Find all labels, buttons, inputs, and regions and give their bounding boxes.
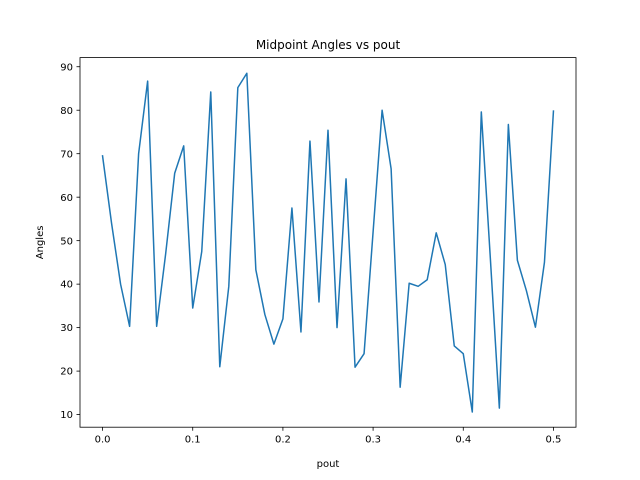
x-tick-label: 0.5 xyxy=(546,435,562,446)
y-tick-label: 70 xyxy=(60,149,73,160)
y-tick-label: 60 xyxy=(60,193,73,204)
x-axis: 0.0 0.1 0.2 0.3 0.4 0.5 xyxy=(95,427,562,446)
series-line-0 xyxy=(101,72,555,413)
x-tick-label: 0.0 xyxy=(95,435,111,446)
chart-title: Midpoint Angles vs pout xyxy=(256,38,401,52)
x-tick-label: 0.3 xyxy=(365,435,381,446)
y-axis: 10 20 30 40 50 60 70 80 90 xyxy=(60,62,80,421)
y-tick-label: 40 xyxy=(60,280,73,291)
y-tick-label: 30 xyxy=(60,323,73,334)
y-axis-label: Angles xyxy=(35,226,46,260)
y-tick-label: 80 xyxy=(60,106,73,117)
y-tick-label: 50 xyxy=(60,236,73,247)
y-tick-label: 20 xyxy=(60,367,73,378)
plot-area xyxy=(101,72,555,413)
x-tick-label: 0.1 xyxy=(185,435,201,446)
axes-frame xyxy=(79,57,577,428)
x-axis-label: pout xyxy=(317,459,340,470)
y-tick-label: 90 xyxy=(60,62,73,73)
y-tick-label: 10 xyxy=(60,410,73,421)
x-tick-label: 0.2 xyxy=(275,435,291,446)
x-tick-label: 0.4 xyxy=(455,435,471,446)
